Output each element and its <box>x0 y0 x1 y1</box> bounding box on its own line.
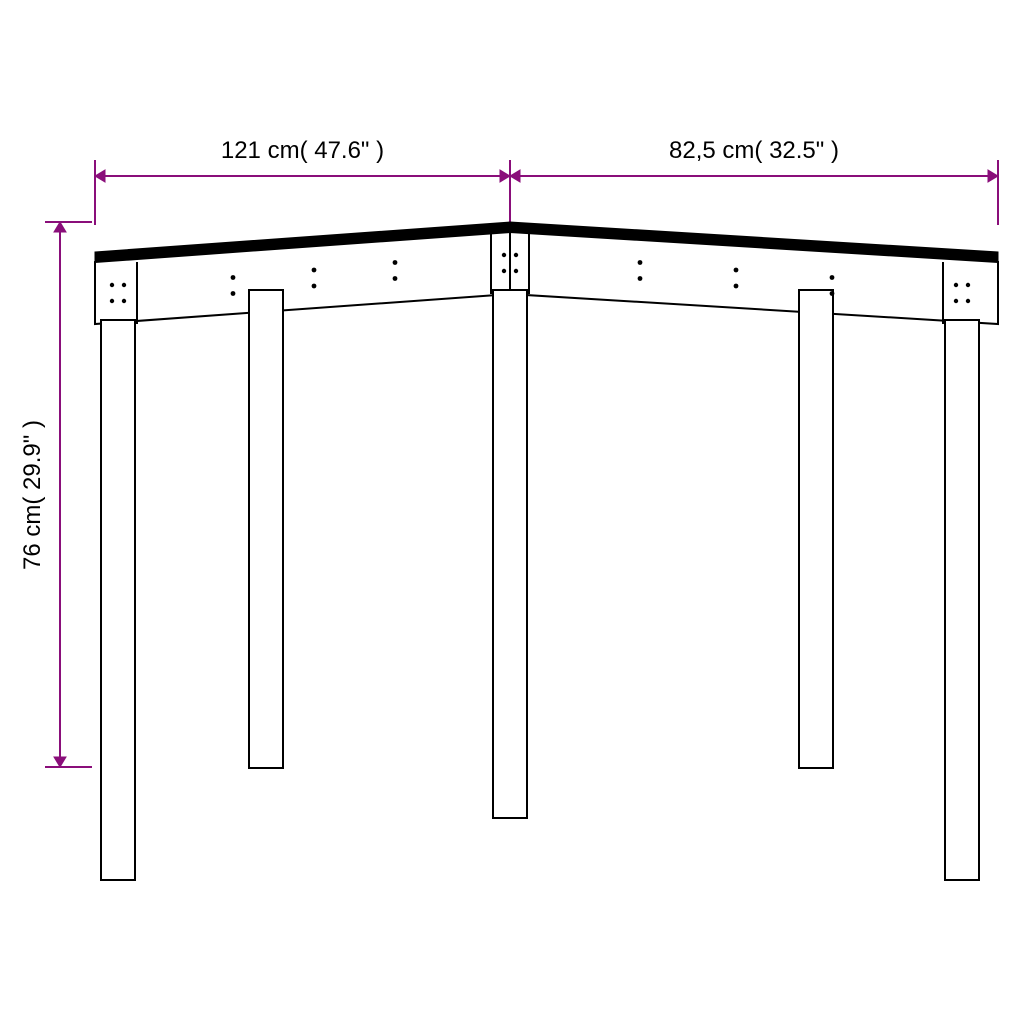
width-label: 121 cm( 47.6" ) <box>221 137 384 164</box>
table-dimension-diagram: 121 cm( 47.6" ) 82,5 cm( 32.5" ) 76 cm( … <box>0 0 1024 1024</box>
table-line-drawing <box>95 222 998 880</box>
depth-label: 82,5 cm( 32.5" ) <box>669 137 839 164</box>
height-label: 76 cm( 29.9" ) <box>19 420 46 570</box>
